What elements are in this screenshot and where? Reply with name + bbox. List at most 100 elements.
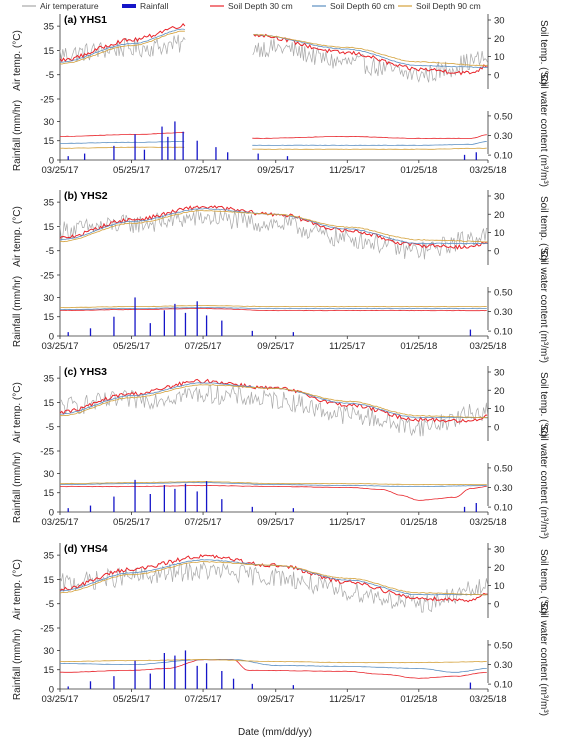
legend-item: Rainfall bbox=[122, 1, 168, 11]
soil-temp-tick-label: 10 bbox=[494, 581, 505, 592]
x-tick-label: 11/25/17 bbox=[329, 517, 365, 528]
air-temp-line bbox=[59, 208, 488, 260]
swc-tick-label: 0.30 bbox=[494, 483, 513, 494]
soil-temp-tick-label: 0 bbox=[494, 70, 499, 81]
soil-temp-line-90cm bbox=[59, 210, 488, 243]
x-tick-label: 01/25/18 bbox=[400, 517, 437, 528]
swc-line-30cm bbox=[60, 308, 487, 312]
swc-axis-label: Soil water content (m³/m³) bbox=[538, 72, 549, 187]
legend-item: Air temperature bbox=[22, 1, 99, 11]
air-temp-line bbox=[59, 34, 489, 83]
soil-temp-line-90cm bbox=[59, 384, 488, 419]
soil-temp-axis-label: Soil temp. (°C) bbox=[538, 20, 549, 85]
legend-label: Rainfall bbox=[140, 1, 168, 11]
soil-temp-line-30cm bbox=[59, 205, 488, 250]
rainfall-tick-label: 0 bbox=[49, 685, 54, 696]
air-temp-tick-label: -5 bbox=[46, 599, 54, 610]
x-tick-label: 03/25/18 bbox=[470, 694, 507, 705]
air-temp-tick-label: 35 bbox=[43, 551, 54, 562]
x-tick-label: 03/25/17 bbox=[42, 341, 79, 352]
x-tick-label: 03/25/18 bbox=[470, 165, 507, 176]
x-tick-label: 11/25/17 bbox=[329, 341, 365, 352]
soil-temp-tick-label: 30 bbox=[494, 368, 505, 379]
swc-line-30cm bbox=[60, 658, 487, 679]
swc-tick-label: 0.50 bbox=[494, 640, 513, 651]
legend-item: Soil Depth 90 cm bbox=[398, 1, 481, 11]
swc-tick-label: 0.10 bbox=[494, 680, 513, 691]
air-temp-tick-label: -5 bbox=[46, 246, 54, 257]
x-axis-label: Date (mm/dd/yy) bbox=[238, 727, 312, 738]
legend-label: Soil Depth 60 cm bbox=[330, 1, 395, 11]
soil-temp-line-60cm bbox=[59, 208, 488, 245]
swc-tick-label: 0.50 bbox=[494, 287, 513, 298]
panel-title: (a) YHS1 bbox=[64, 14, 107, 26]
panel-1: (a) YHS1 35 15 -5 -25 30 15 0 30 20 10 0 0.50 0.30 0.1… bbox=[12, 14, 549, 187]
soil-temp-tick-label: 0 bbox=[494, 599, 499, 610]
x-tick-label: 03/25/17 bbox=[42, 694, 79, 705]
swc-tick-label: 0.10 bbox=[494, 327, 513, 338]
air-temp-tick-label: 35 bbox=[43, 374, 54, 385]
air-temp-tick-label: 35 bbox=[43, 22, 54, 33]
air-temp-axis-label: Air temp. (°C) bbox=[12, 559, 23, 620]
x-tick-label: 03/25/18 bbox=[470, 517, 507, 528]
soil-temp-line-90cm bbox=[59, 561, 488, 596]
air-temp-tick-label: 15 bbox=[43, 46, 54, 57]
soil-temp-tick-label: 30 bbox=[494, 545, 505, 556]
panel-4: (d) YHS4 35 15 -5 -25 30 15 0 30 20 10 0 0.50 0.30 0.1… bbox=[12, 543, 549, 716]
rainfall-axis-label: Rainfall (mm/hr) bbox=[12, 629, 23, 700]
x-tick-label: 07/25/17 bbox=[185, 165, 222, 176]
rainfall-tick-label: 30 bbox=[43, 293, 54, 304]
x-tick-label: 05/25/17 bbox=[113, 341, 150, 352]
x-tick-label: 11/25/17 bbox=[329, 694, 365, 705]
swc-line-60cm bbox=[60, 140, 487, 146]
rainfall-tick-label: 15 bbox=[43, 488, 54, 499]
soil-temp-tick-label: 20 bbox=[494, 386, 505, 397]
panel-2: (b) YHS2 35 15 -5 -25 30 15 0 30 20 10 0 0.50 0.30 0.1… bbox=[12, 190, 549, 363]
rainfall-tick-label: 0 bbox=[49, 156, 54, 167]
rainfall-tick-label: 0 bbox=[49, 508, 54, 519]
panel-title: (b) YHS2 bbox=[64, 190, 108, 202]
legend-label: Soil Depth 30 cm bbox=[228, 1, 293, 11]
rainfall-tick-label: 30 bbox=[43, 469, 54, 480]
air-temp-tick-label: -25 bbox=[40, 95, 54, 106]
air-temp-axis-label: Air temp. (°C) bbox=[12, 206, 23, 267]
soil-temp-line-30cm bbox=[59, 553, 488, 603]
swc-tick-label: 0.30 bbox=[494, 307, 513, 318]
air-temp-tick-label: 15 bbox=[43, 398, 54, 409]
x-tick-label: 09/25/17 bbox=[257, 165, 294, 176]
legend-label: Air temperature bbox=[40, 1, 99, 11]
soil-temp-tick-label: 0 bbox=[494, 422, 499, 433]
x-tick-label: 03/25/18 bbox=[470, 341, 507, 352]
soil-temp-tick-label: 10 bbox=[494, 52, 505, 63]
soil-temp-axis-label: Soil temp. (°C) bbox=[538, 196, 549, 261]
soil-temp-axis-label: Soil temp. (°C) bbox=[538, 549, 549, 614]
swc-axis-label: Soil water content (m³/m³) bbox=[538, 424, 549, 539]
soil-temp-tick-label: 30 bbox=[494, 16, 505, 27]
rainfall-tick-label: 15 bbox=[43, 312, 54, 323]
rainfall-tick-label: 30 bbox=[43, 646, 54, 657]
air-temp-tick-label: 15 bbox=[43, 222, 54, 233]
swc-line-60cm bbox=[59, 482, 487, 488]
x-tick-label: 01/25/18 bbox=[400, 341, 437, 352]
swc-tick-label: 0.10 bbox=[494, 151, 513, 162]
x-tick-label: 03/25/17 bbox=[42, 517, 79, 528]
swc-line-60cm bbox=[59, 658, 487, 673]
rainfall-tick-label: 30 bbox=[43, 117, 54, 128]
x-tick-label: 07/25/17 bbox=[185, 694, 222, 705]
air-temp-tick-label: -25 bbox=[40, 624, 54, 635]
swc-line-90cm bbox=[60, 480, 487, 486]
x-tick-label: 09/25/17 bbox=[257, 341, 294, 352]
swc-line-90cm bbox=[60, 305, 487, 309]
swc-tick-label: 0.30 bbox=[494, 131, 513, 142]
air-temp-tick-label: -25 bbox=[40, 447, 54, 458]
air-temp-axis-label: Air temp. (°C) bbox=[12, 382, 23, 443]
rainfall-axis-label: Rainfall (mm/hr) bbox=[12, 100, 23, 171]
swc-tick-label: 0.50 bbox=[494, 463, 513, 474]
swc-line-30cm bbox=[60, 131, 487, 140]
soil-temp-line-60cm bbox=[59, 28, 488, 69]
legend-item: Soil Depth 60 cm bbox=[312, 1, 395, 11]
rainfall-axis-label: Rainfall (mm/hr) bbox=[12, 452, 23, 523]
soil-temp-line-90cm bbox=[59, 30, 488, 67]
swc-tick-label: 0.10 bbox=[494, 503, 513, 514]
swc-line-90cm bbox=[59, 658, 487, 664]
